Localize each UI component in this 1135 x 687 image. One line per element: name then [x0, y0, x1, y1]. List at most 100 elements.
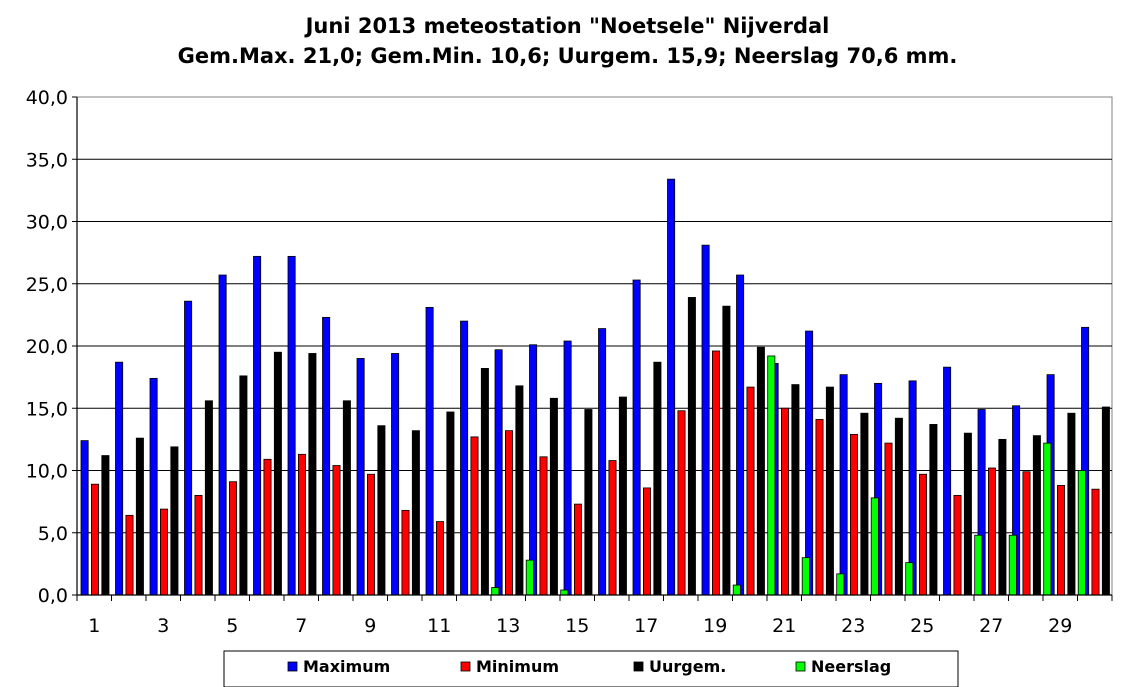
bar-maximum [425, 307, 434, 596]
bar-minimum [643, 487, 652, 596]
bar-neerslag [1077, 470, 1086, 596]
bar-uurgem [101, 455, 110, 596]
bar-maximum [701, 244, 710, 596]
legend-swatch [795, 661, 806, 672]
bar-minimum [884, 442, 893, 596]
bar-uurgem [204, 400, 213, 596]
bar-neerslag [974, 534, 983, 596]
bar-minimum [470, 436, 479, 596]
bar-minimum [815, 419, 824, 596]
y-tick-label: 40,0 [26, 87, 68, 109]
bar-minimum [228, 481, 237, 596]
axes [76, 97, 1113, 601]
chart-title: Juni 2013 meteostation "Noetsele" Nijver… [305, 14, 830, 38]
bar-maximum [149, 377, 158, 596]
bar-uurgem [1032, 435, 1041, 596]
x-tick-label: 17 [634, 615, 658, 637]
bar-uurgem [308, 353, 317, 596]
x-tick-label: 5 [226, 615, 238, 637]
bar-neerslag [491, 587, 500, 596]
bar-uurgem [273, 351, 282, 596]
bar-minimum [677, 410, 686, 596]
legend-swatch [460, 661, 471, 672]
x-tick-labels: 1 3 5 7 9 11 13 15 17 19 21 23 25 27 29 [88, 615, 1072, 637]
bar-uurgem [860, 412, 869, 596]
bar-uurgem [1067, 412, 1076, 596]
bar-minimum [194, 494, 203, 596]
bar-uurgem [653, 361, 662, 596]
bar-uurgem [998, 438, 1007, 596]
bar-minimum [297, 453, 306, 596]
bar-maximum [356, 358, 365, 596]
bar-uurgem [1101, 406, 1110, 596]
bar-maximum [460, 320, 469, 596]
x-tick-label: 25 [910, 615, 934, 637]
bar-minimum [401, 509, 410, 596]
bar-uurgem [170, 446, 179, 596]
bar-maximum [322, 316, 331, 596]
x-tick-label: 21 [772, 615, 796, 637]
y-tick-label: 20,0 [26, 336, 68, 358]
bar-maximum [115, 361, 124, 596]
chart-subtitle: Gem.Max. 21,0; Gem.Min. 10,6; Uurgem. 15… [177, 44, 958, 68]
y-tick-label: 25,0 [26, 274, 68, 296]
bar-minimum [125, 514, 134, 596]
bar-maximum [391, 353, 400, 596]
legend-label: Uurgem. [649, 657, 726, 676]
bar-uurgem [515, 385, 524, 596]
bar-maximum [598, 328, 607, 596]
bar-minimum [504, 430, 513, 596]
bar-minimum [332, 465, 341, 596]
bar-uurgem [687, 297, 696, 596]
y-tick-labels: 0,0 5,0 10,0 15,0 20,0 25,0 30,0 35,0 40,0 [26, 87, 68, 607]
bar-minimum [574, 503, 583, 596]
bar-minimum [850, 433, 859, 596]
bar-uurgem [480, 368, 489, 596]
legend-swatch [633, 661, 644, 672]
legend-label: Maximum [303, 657, 390, 676]
bar-minimum [91, 483, 100, 596]
legend-swatch [287, 661, 298, 672]
bar-minimum [919, 473, 928, 596]
bar-uurgem [377, 425, 386, 596]
y-tick-label: 0,0 [38, 585, 68, 607]
bar-minimum [746, 386, 755, 596]
bar-maximum [805, 330, 814, 596]
bar-minimum [1022, 471, 1031, 596]
bar-maximum [529, 344, 538, 596]
bar-minimum [712, 350, 721, 596]
bar-minimum [1091, 488, 1100, 596]
bar-uurgem [239, 375, 248, 596]
x-tick-label: 29 [1048, 615, 1072, 637]
bar-neerslag [801, 557, 810, 596]
y-tick-label: 10,0 [26, 461, 68, 483]
legend-label: Neerslag [811, 657, 891, 676]
bar-uurgem [584, 409, 593, 596]
bar-neerslag [836, 573, 845, 596]
legend: Maximum Minimum Uurgem. Neerslag [223, 650, 959, 687]
bar-uurgem [894, 417, 903, 596]
bar-minimum [159, 508, 168, 596]
bar-minimum [953, 494, 962, 596]
bar-maximum [494, 349, 503, 596]
bar-maximum [253, 255, 262, 596]
bar-neerslag [870, 497, 879, 596]
bar-maximum [80, 440, 89, 596]
bar-maximum [839, 374, 848, 596]
bar-neerslag [767, 355, 776, 596]
x-tick-label: 27 [979, 615, 1003, 637]
bar-maximum [563, 340, 572, 596]
bar-maximum [943, 366, 952, 596]
bar-uurgem [135, 437, 144, 596]
bar-minimum [608, 460, 617, 596]
legend-box [223, 650, 959, 687]
bar-uurgem [963, 432, 972, 596]
bar-uurgem [791, 384, 800, 596]
x-tick-label: 13 [496, 615, 520, 637]
y-tick-label: 30,0 [26, 212, 68, 234]
bar-uurgem [929, 424, 938, 596]
x-tick-label: 19 [703, 615, 727, 637]
bar-uurgem [411, 430, 420, 596]
bar-uurgem [722, 305, 731, 596]
